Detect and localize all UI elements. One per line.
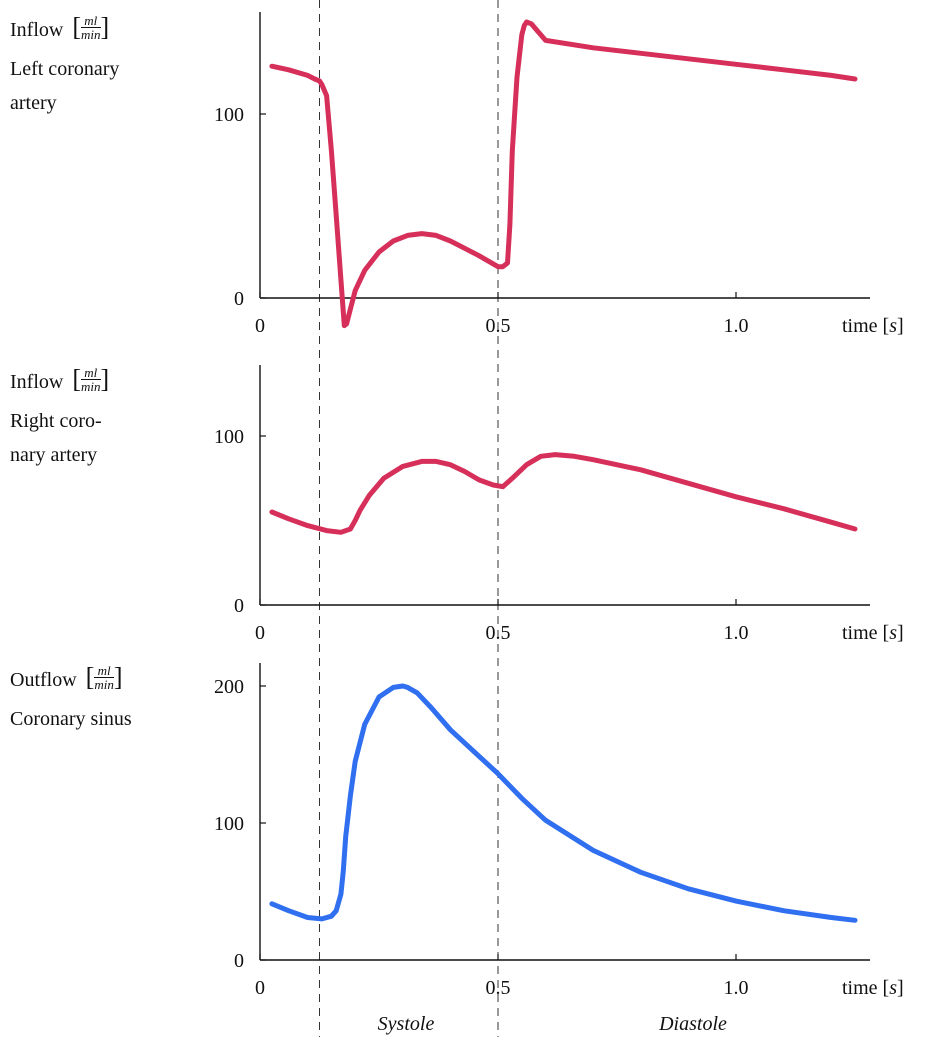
x-tick-label: 0: [255, 622, 265, 644]
x-tick-label: 0.5: [486, 622, 511, 644]
y-tick-label: 0: [234, 595, 244, 617]
x-axis-label: time [s]: [842, 977, 904, 999]
phase-label-systole: Systole: [378, 1013, 435, 1035]
panel-2-unit: [ml min]: [72, 364, 110, 394]
x-tick-label: 0: [255, 315, 265, 337]
phase-labels: Systole Diastole: [378, 1013, 727, 1035]
y-tick-label: 200: [214, 676, 244, 698]
y-tick-label: 100: [214, 813, 244, 835]
x-axis-label: time [s]: [842, 315, 904, 337]
panel-1-label-line-3: artery: [10, 92, 57, 114]
panel-1-label-line-1: Inflow: [10, 19, 64, 42]
phase-label-diastole: Diastole: [658, 1013, 727, 1035]
x-tick-label: 1.0: [724, 977, 749, 999]
x-tick-label: 1.0: [724, 315, 749, 337]
y-tick-label: 0: [234, 950, 244, 972]
series-line: [269, 683, 858, 923]
panel-1-label-line-2: Left coronary: [10, 58, 120, 80]
y-tick-label: 100: [214, 104, 244, 126]
panel-2: 0 100 0 0.5 1.0 time [s]: [214, 365, 904, 644]
y-tick-label: 0: [234, 288, 244, 310]
panel-3: 0 100 200 0 0.5 1.0 time [s]: [214, 663, 904, 999]
panel-3-label-line-1: Outflow: [10, 669, 77, 692]
panel-3-unit: [ml min]: [85, 662, 123, 692]
panel-3-label: Outflow [ml min] Coronary sinus: [10, 664, 132, 743]
panel-2-label: Inflow [ml min] Right coro- nary artery: [10, 366, 109, 479]
panel-2-label-line-3: nary artery: [10, 444, 98, 466]
x-tick-label: 0.5: [486, 315, 511, 337]
y-tick-label: 100: [214, 426, 244, 448]
phase-lines: [319, 0, 499, 1037]
series-line: [269, 452, 858, 535]
panel-1: 0 100 0 0.5 1.0 time [s]: [214, 12, 904, 337]
x-tick-label: 0.5: [486, 977, 511, 999]
panel-2-label-line-1: Inflow: [10, 371, 64, 394]
panel-1-label: Inflow [ml min] Left coronary artery: [10, 14, 120, 127]
panel-3-label-line-2: Coronary sinus: [10, 708, 132, 730]
series-line: [269, 19, 858, 329]
panel-2-label-line-2: Right coro-: [10, 410, 102, 432]
panel-1-unit: [ml min]: [72, 12, 110, 42]
x-tick-label: 1.0: [724, 622, 749, 644]
chart-panels: 0 100 0 0.5 1.0 time [s] 0 100 0 0.5 1.0 time [s] 0 1…: [214, 12, 904, 999]
x-tick-label: 0: [255, 977, 265, 999]
x-axis-label: time [s]: [842, 622, 904, 644]
